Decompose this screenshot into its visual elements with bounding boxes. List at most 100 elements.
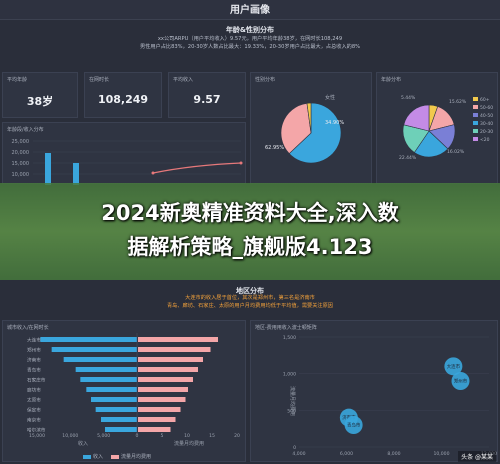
city-fee-bar xyxy=(138,347,211,352)
scatter-y-tick: 500 xyxy=(287,408,296,414)
scatter-point xyxy=(344,416,363,434)
city-income-bar xyxy=(40,337,138,342)
gender-pie-label-female: 女性 xyxy=(325,94,335,101)
page-title: 用户画像 xyxy=(0,0,500,20)
city-x-tick: 20 xyxy=(234,433,240,439)
city-income-bar xyxy=(63,357,137,362)
city-label: 石家庄市 xyxy=(27,377,46,384)
scatter-point-label: 郑州市 xyxy=(454,378,468,385)
age-legend-swatch xyxy=(473,129,478,133)
age-legend-label: 40-50 xyxy=(480,113,493,119)
age-section-line1: xx公司ARPU（用户平均收入）9.57元，用户平均年龄38岁，在网时长108,… xyxy=(157,36,343,42)
scatter-point xyxy=(444,357,463,376)
scatter-panel: 地区-费用用收入波士顿矩阵 1,500 1,000 500 0 4,000 6,000 8,… xyxy=(250,320,498,462)
age-income-panel: 年龄段/收入分布 25,000 20,000 15,000 10,000 xyxy=(2,122,246,185)
city-label: 济南市 xyxy=(27,357,41,364)
kpi-value: 38岁 xyxy=(26,95,54,108)
scatter-x-tick: 12,000 xyxy=(481,451,497,457)
age-legend-label: <20 xyxy=(480,137,490,143)
kpi-card-age: 平均年龄 38岁 xyxy=(2,72,78,118)
age-legend-swatch xyxy=(473,105,478,109)
city-bar-panel: 城市收入/在网时长 大连市郑州市济南市青岛市石家庄市廊坊市太原市保定市南京市哈尔… xyxy=(2,320,246,462)
scatter-x-tick: 10,000 xyxy=(433,451,449,457)
income-trend-line xyxy=(152,162,242,174)
age-pie-chart: 5.44% 15.62% 22.44% 16.02% 60+ 50-60 40-50… xyxy=(399,95,493,161)
scatter-y-tick: 0 xyxy=(293,445,296,451)
city-fee-bar xyxy=(138,417,176,422)
age-pie-pct-d: 16.02% xyxy=(447,149,465,155)
overlay-banner: 2024新奥精准资料大全,深入数 据解析策略_旗舰版4.123 xyxy=(0,183,500,280)
age-income-chart: 25,000 20,000 15,000 10,000 xyxy=(12,139,243,185)
city-income-bar xyxy=(105,427,137,432)
gender-pie-slice xyxy=(288,102,342,164)
scatter-point xyxy=(451,372,470,390)
scatter-title: 地区-费用用收入波士顿矩阵 xyxy=(255,325,317,331)
scatter-point-label: 大连市 xyxy=(447,363,461,370)
kpi-label: 平均年龄 xyxy=(7,77,28,83)
city-label: 南京市 xyxy=(27,417,41,424)
city-x-tick: 5,000 xyxy=(97,433,110,439)
age-pie-pct-c: 22.44% xyxy=(399,155,417,161)
city-fee-bar xyxy=(138,357,203,362)
kpi-card-arpu: 平均收入 9.57 xyxy=(168,72,246,118)
region-line2-text: 青岛、廊坊、石家庄、太原的用户月均费用均低于平均值，需要关注原因 xyxy=(166,303,333,309)
city-x-tick: 15 xyxy=(209,433,215,439)
scatter-y-tick: 1,500 xyxy=(283,335,296,341)
age-pie-title: 年龄分布 xyxy=(381,77,402,83)
city-income-bar xyxy=(86,387,137,392)
city-label: 郑州市 xyxy=(27,347,41,354)
age-pie-panel: 年龄分布 5.44% 15.62% 22.44% 16.02% 60+ 50-60… xyxy=(376,72,498,184)
city-fee-bar xyxy=(138,367,198,372)
age-legend-swatch xyxy=(473,97,478,101)
city-fee-bar xyxy=(138,397,186,402)
legend-item-income: 收入 xyxy=(83,453,103,460)
city-label: 廊坊市 xyxy=(27,387,41,394)
legend-item-fee: 流量月均费用 xyxy=(111,453,151,460)
gender-pie-slice xyxy=(306,102,312,134)
legend-label: 收入 xyxy=(93,454,104,460)
age-legend-label: 50-60 xyxy=(480,105,493,111)
y-tick: 15,000 xyxy=(12,161,30,167)
gender-pie-title: 性别分布 xyxy=(255,77,276,83)
city-label: 大连市 xyxy=(27,337,41,344)
age-income-title: 年龄段/收入分布 xyxy=(7,127,44,133)
age-legend-swatch xyxy=(473,137,478,141)
age-pie-pct-b: 15.62% xyxy=(449,99,467,105)
scatter-point-label: 青岛市 xyxy=(347,422,361,429)
scatter-chart: 1,500 1,000 500 04,000 6,000 8,000 10,000 12,00… xyxy=(283,335,497,457)
region-section-title: 地区分布 xyxy=(236,287,264,295)
city-x-tick: 15,000 xyxy=(29,433,45,439)
city-label: 太原市 xyxy=(27,397,41,404)
bar-age-group xyxy=(73,163,79,185)
kpi-value: 9.57 xyxy=(193,93,221,106)
city-income-bar xyxy=(95,407,137,412)
kpi-card-tenure: 在网时长 108,249 xyxy=(84,72,162,118)
region-section-line1: 大连市的收入居于首位，其次是郑州市，第三名是济南市 xyxy=(60,294,440,302)
age-section-line2: 男性用户占比83%，20-30岁人数占比最大：19.33%，20-30岁用户占比… xyxy=(139,44,361,50)
kpi-label: 平均收入 xyxy=(173,77,194,83)
age-legend-label: 60+ xyxy=(480,97,490,103)
city-fee-bar xyxy=(138,427,171,432)
age-legend-swatch xyxy=(473,121,478,125)
city-x-tick: 10 xyxy=(184,433,190,439)
scatter-x-tick: 4,000 xyxy=(292,451,305,457)
city-bar-title: 城市收入/在网时长 xyxy=(7,325,49,331)
city-axis-right: 流量月均费用 xyxy=(174,440,204,447)
age-legend-label: 20-30 xyxy=(480,129,493,135)
city-x-tick: 0 xyxy=(136,433,139,439)
watermark-logo: 头条 @某某 xyxy=(458,451,496,462)
city-fee-bar xyxy=(138,407,181,412)
banner-line1: 2024新奥精准资料大全,深入数 xyxy=(101,201,399,225)
city-label: 哈尔滨市 xyxy=(27,427,46,434)
city-axis-left: 收入 xyxy=(78,440,88,447)
city-label: 保定市 xyxy=(27,407,41,414)
gender-pie-pct-female: 34.90% xyxy=(325,120,344,126)
city-income-bar xyxy=(101,417,137,422)
region-section-line2: 青岛、廊坊、石家庄、太原的用户月均费用均低于平均值，需要关注原因 xyxy=(60,302,440,310)
scatter-y-label: 流量月均费用 xyxy=(289,386,296,416)
city-fee-bar xyxy=(138,337,218,342)
scatter-x-tick: 6,000 xyxy=(340,451,353,457)
city-fee-bar xyxy=(138,387,188,392)
city-label: 青岛市 xyxy=(27,367,41,374)
age-legend-swatch xyxy=(473,113,478,117)
